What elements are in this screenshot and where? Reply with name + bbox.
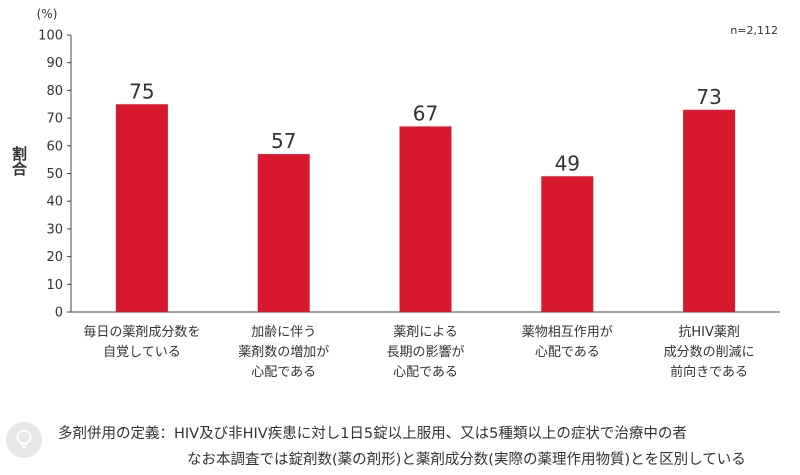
y-tick-label: 100 [38, 29, 63, 44]
x-tick-label: 抗HIV薬剤成分数の削減に前向きである [664, 324, 755, 380]
bar [257, 154, 310, 312]
bar-value-label: 57 [271, 129, 296, 153]
bar [115, 104, 168, 312]
note-line-1: 多剤併用の定義：HIV及び非HIV疾患に対し1日5錠以上服用、又は5種類以上の症… [58, 426, 687, 442]
bar-value-label: 75 [129, 79, 154, 103]
y-axis-title: 割合 [10, 145, 28, 177]
x-tick-label: 薬物相互作用が心配である [522, 325, 613, 360]
y-tick-label: 40 [46, 195, 63, 210]
x-tick-label: 加齢に伴う薬剤数の増加が心配である [238, 325, 329, 380]
y-tick-label: 60 [46, 139, 63, 154]
y-axis: 0 10 20 30 40 50 60 70 80 90 100 [38, 29, 780, 321]
bars: 75 57 67 49 73 [115, 79, 736, 312]
y-tick-label: 20 [46, 250, 63, 265]
y-tick-label: 90 [46, 56, 63, 71]
note-line-2: なお本調査では錠剤数(薬の剤形)と薬剤成分数(実際の薬理作用物質)とを区別してい… [187, 452, 746, 468]
sample-size-label: n=2,112 [730, 24, 778, 37]
bar-chart: 0 10 20 30 40 50 60 70 80 90 100 75 57 67 49 73 毎日の薬剤成… [10, 7, 780, 380]
y-axis-unit-label: (%) [37, 7, 58, 21]
bar [541, 176, 594, 312]
x-tick-label: 毎日の薬剤成分数を自覚している [83, 324, 200, 360]
bar-value-label: 73 [696, 85, 721, 109]
y-tick-label: 70 [46, 112, 63, 127]
y-tick-label: 50 [46, 167, 63, 182]
bar [683, 109, 736, 312]
bar-value-label: 67 [413, 101, 438, 125]
definition-note: 多剤併用の定義：HIV及び非HIV疾患に対し1日5錠以上服用、又は5種類以上の症… [0, 410, 800, 475]
bar [399, 126, 452, 312]
y-tick-label: 10 [46, 278, 63, 293]
lightbulb-icon [6, 422, 42, 458]
y-tick-label: 0 [55, 306, 63, 321]
y-tick-label: 80 [46, 84, 63, 99]
y-tick-label: 30 [46, 222, 63, 237]
x-tick-label: 薬剤による長期の影響が心配である [386, 324, 464, 380]
x-axis-labels: 毎日の薬剤成分数を自覚している 加齢に伴う薬剤数の増加が心配である 薬剤による長期の… [83, 324, 754, 380]
bar-value-label: 49 [555, 151, 580, 175]
